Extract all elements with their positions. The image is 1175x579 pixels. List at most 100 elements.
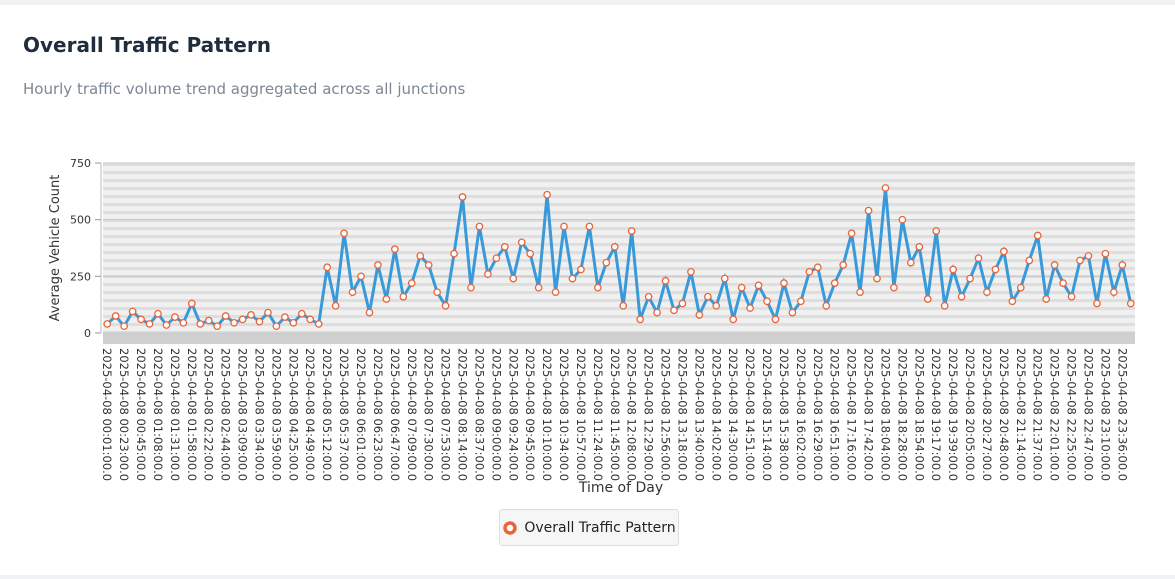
data-point — [264, 308, 272, 317]
data-point — [517, 238, 526, 247]
data-point — [881, 184, 890, 192]
data-point — [1050, 261, 1059, 269]
x-tick-label: 2025-04-08 21:37:00.0 — [1031, 348, 1045, 481]
data-point — [289, 318, 298, 327]
data-point — [1126, 299, 1135, 308]
data-point — [204, 316, 213, 325]
data-point — [272, 322, 281, 331]
data-point — [915, 243, 924, 251]
data-point — [340, 229, 348, 238]
data-point — [450, 249, 458, 258]
data-point — [374, 261, 382, 269]
x-tick-label: 2025-04-08 20:05:00.0 — [963, 348, 977, 481]
x-tick-label: 2025-04-08 17:16:00.0 — [845, 348, 859, 481]
x-tick-label: 2025-04-08 10:10:00.0 — [540, 348, 554, 481]
data-point — [323, 263, 332, 272]
data-point — [687, 267, 695, 276]
data-point — [560, 222, 568, 231]
x-tick-label: 2025-04-08 19:17:00.0 — [929, 348, 943, 481]
data-point — [1033, 231, 1042, 240]
data-point — [484, 270, 492, 278]
x-tick-label: 2025-04-08 15:38:00.0 — [777, 348, 791, 481]
legend[interactable]: Overall Traffic Pattern — [499, 509, 679, 546]
x-tick-label: 2025-04-08 11:45:00.0 — [608, 348, 622, 481]
data-point — [839, 261, 848, 269]
data-point — [949, 265, 957, 274]
x-tick-label: 2025-04-08 22:47:00.0 — [1081, 348, 1095, 481]
data-point — [568, 274, 577, 283]
x-tick-label: 2025-04-08 15:14:00.0 — [760, 348, 774, 481]
data-point — [357, 272, 365, 281]
data-point — [746, 304, 754, 312]
data-point — [137, 315, 145, 324]
data-point — [162, 321, 171, 329]
legend-label: Overall Traffic Pattern — [524, 519, 676, 536]
data-point — [424, 261, 433, 269]
x-tick-label: 2025-04-08 18:54:00.0 — [912, 348, 926, 481]
x-tick-label: 2025-04-08 16:51:00.0 — [828, 348, 842, 481]
x-tick-label: 2025-04-08 09:00:00.0 — [489, 348, 503, 481]
x-tick-label: 2025-04-08 21:14:00.0 — [1014, 348, 1028, 481]
data-point — [281, 313, 289, 321]
x-tick-label: 2025-04-08 02:22:00.0 — [202, 348, 216, 481]
data-point — [221, 312, 230, 320]
y-tick-label: 0 — [84, 327, 91, 340]
data-point — [382, 295, 391, 303]
data-point — [1067, 292, 1076, 301]
x-tick-label: 2025-04-08 01:31:00.0 — [168, 348, 182, 481]
data-point — [526, 249, 535, 258]
x-tick-label: 2025-04-08 04:25:00.0 — [286, 348, 300, 481]
data-point — [991, 265, 1000, 274]
data-point — [433, 288, 441, 297]
data-point — [585, 222, 594, 231]
data-point — [703, 292, 712, 301]
data-point — [1118, 261, 1127, 269]
legend-marker — [503, 520, 518, 535]
data-point — [509, 274, 518, 283]
x-tick-label: 2025-04-08 00:01:00.0 — [100, 348, 114, 481]
data-point — [213, 322, 222, 331]
x-tick-label: 2025-04-08 09:45:00.0 — [523, 348, 537, 481]
data-point — [822, 301, 831, 310]
data-point — [653, 308, 661, 317]
chart: Average Vehicle Count Time of Day 0 250 50… — [48, 157, 1135, 496]
data-point — [754, 281, 763, 290]
data-point — [805, 267, 814, 276]
data-point — [171, 313, 179, 321]
data-point — [695, 311, 704, 319]
data-point — [543, 190, 551, 199]
x-tick-label: 2025-04-08 14:30:00.0 — [726, 348, 740, 481]
data-point — [932, 227, 941, 235]
data-point — [627, 227, 636, 235]
data-point — [898, 215, 907, 224]
data-point — [763, 297, 771, 306]
x-axis-band — [103, 333, 1135, 344]
data-point — [847, 229, 856, 238]
data-point — [957, 292, 966, 301]
x-tick-label: 2025-04-08 10:57:00.0 — [574, 348, 588, 481]
data-point — [534, 283, 543, 292]
data-point — [577, 265, 585, 274]
data-point — [297, 309, 306, 318]
data-point — [890, 283, 898, 292]
data-point — [1059, 279, 1067, 287]
data-point — [551, 288, 560, 297]
x-tick-label: 2025-04-08 23:10:00.0 — [1098, 348, 1112, 481]
data-point — [644, 292, 653, 301]
y-axis-title: Average Vehicle Count — [48, 175, 63, 322]
data-point — [788, 308, 797, 317]
x-tick-label: 2025-04-08 12:56:00.0 — [659, 348, 673, 481]
data-point — [187, 299, 196, 308]
data-point — [940, 301, 949, 310]
data-point — [923, 295, 932, 303]
data-point — [416, 252, 425, 260]
x-tick-label: 2025-04-08 03:59:00.0 — [269, 348, 283, 481]
data-point — [1025, 256, 1034, 265]
x-tick-label: 2025-04-08 18:04:00.0 — [878, 348, 892, 481]
data-point — [594, 283, 602, 292]
data-point — [906, 258, 915, 267]
chart-subtitle: Hourly traffic volume trend aggregated a… — [23, 80, 466, 98]
x-tick-label: 2025-04-08 08:37:00.0 — [472, 348, 486, 481]
x-tick-label: 2025-04-08 06:23:00.0 — [371, 348, 385, 481]
data-point — [120, 322, 128, 331]
